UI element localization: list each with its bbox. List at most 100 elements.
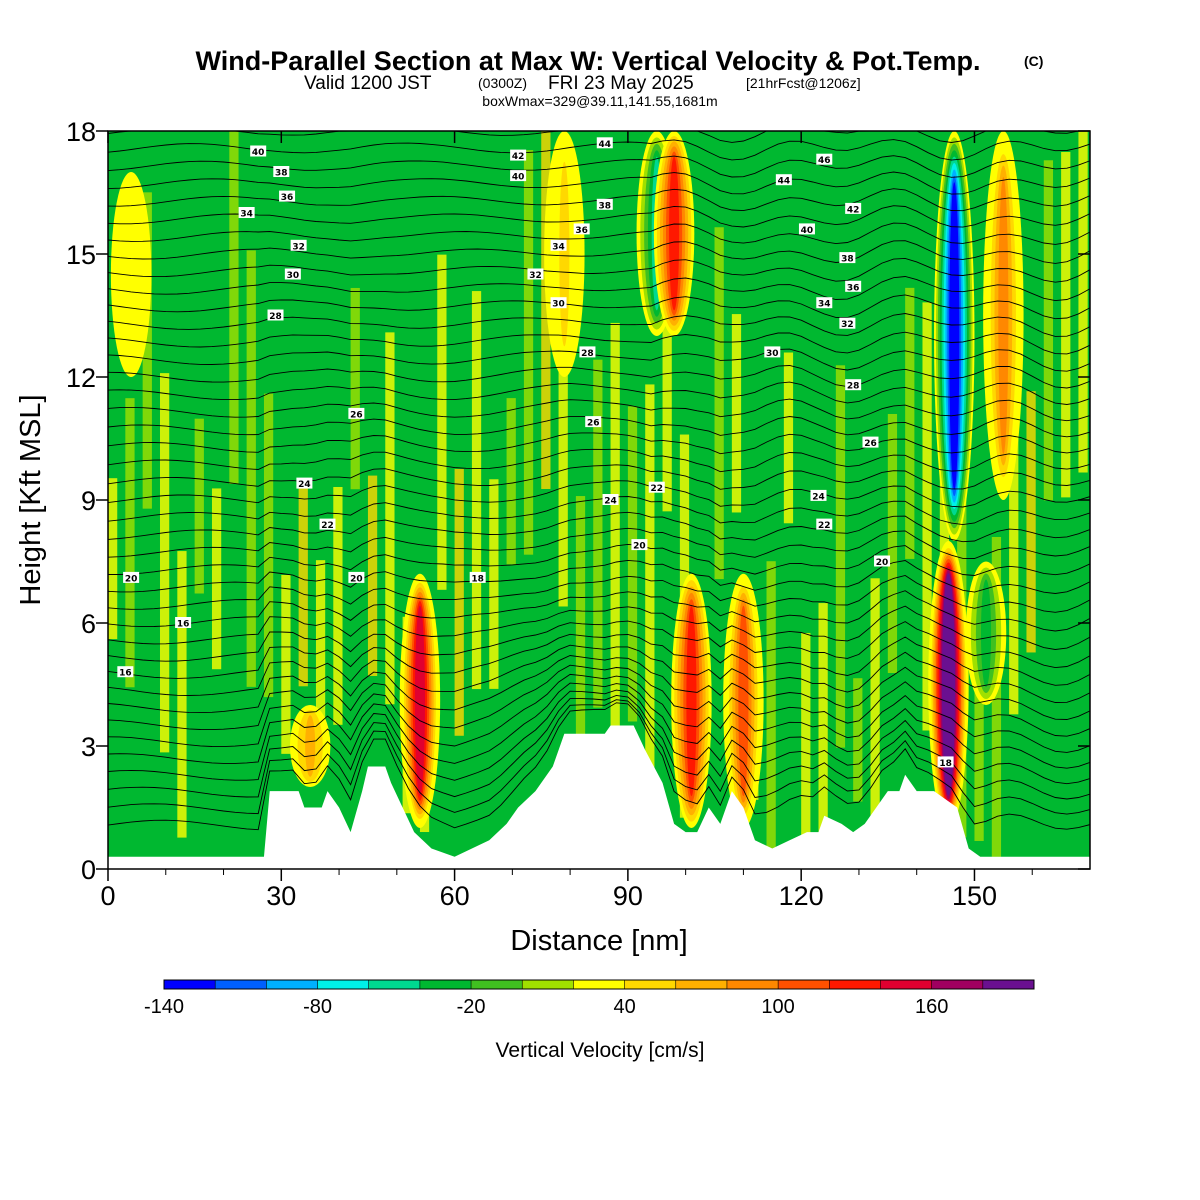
theta-label-text: 22	[818, 521, 831, 531]
theta-contour-label: 22	[319, 518, 336, 531]
theta-label-text: 36	[575, 226, 588, 236]
theta-label-bg	[816, 297, 833, 309]
theta-contour-line	[108, 664, 1090, 737]
theta-label-text: 44	[599, 140, 612, 150]
colorbar-swatch	[164, 980, 216, 989]
theta-label-text: 30	[552, 300, 565, 310]
theta-contour-label: 36	[573, 223, 590, 236]
theta-label-text: 20	[350, 574, 363, 584]
chart-title: Wind-Parallel Section at Max W: Vertical…	[196, 46, 981, 76]
colorbar-swatch	[675, 980, 728, 989]
theta-label-bg	[579, 346, 596, 358]
theta-contour-line	[108, 205, 1090, 228]
theta-label-text: 24	[604, 497, 617, 507]
theta-contour-label: 32	[839, 317, 856, 330]
theta-label-bg	[550, 297, 567, 309]
colorbar-label: Vertical Velocity [cm/s]	[496, 1039, 705, 1062]
theta-label-bg	[839, 252, 856, 264]
theta-contour-label: 30	[550, 297, 567, 310]
velocity-cell	[194, 418, 204, 594]
theta-label-text: 40	[252, 148, 265, 158]
theta-contours	[108, 131, 1090, 831]
theta-label-text: 34	[552, 242, 565, 252]
theta-contour-line	[108, 155, 1090, 178]
theta-label-text: 26	[350, 410, 363, 420]
theta-contour-label: 20	[348, 571, 365, 584]
velocity-cell	[905, 287, 915, 559]
theta-contour-line	[108, 381, 1090, 405]
velocity-plume	[686, 605, 697, 797]
x-tick-label: 60	[440, 881, 470, 911]
velocity-cell	[714, 227, 724, 580]
velocity-cell	[887, 413, 898, 674]
theta-label-text: 22	[321, 521, 334, 531]
velocity-cell	[991, 536, 1002, 857]
theta-contour-line	[108, 398, 1090, 422]
theta-label-text: 34	[240, 210, 253, 220]
colorbar-swatch	[215, 980, 267, 989]
subtitle-valid: Valid 1200 JST	[304, 73, 432, 94]
colorbar-tick-label: 100	[761, 996, 794, 1018]
theta-contour-line	[108, 590, 1090, 632]
velocity-cell	[558, 301, 568, 607]
theta-label-bg	[348, 571, 365, 583]
theta-contour-line	[108, 699, 1090, 815]
theta-label-text: 38	[841, 255, 854, 265]
colorbar-swatch	[931, 980, 984, 989]
theta-label-text: 22	[650, 484, 663, 494]
theta-contour-label: 24	[296, 477, 313, 490]
terrain-mask	[108, 725, 1090, 869]
velocity-cell	[125, 398, 135, 688]
theta-label-bg	[810, 489, 827, 501]
y-tick-label: 18	[66, 117, 96, 147]
colorbar-swatch	[471, 980, 523, 989]
theta-contour-label: 32	[290, 239, 307, 252]
theta-label-bg	[550, 239, 567, 251]
theta-contour-label: 22	[648, 481, 665, 494]
theta-contour-line	[108, 655, 1090, 720]
theta-label-text: 18	[471, 574, 484, 584]
velocity-cell	[541, 131, 551, 489]
velocity-cell	[454, 469, 464, 736]
theta-label-bg	[319, 518, 336, 530]
theta-label-text: 42	[847, 205, 860, 215]
subtitle-forecast: [21hrFcst@1206z]	[746, 75, 861, 91]
theta-label-text: 30	[766, 349, 779, 359]
theta-contour-line	[108, 331, 1090, 355]
velocity-cell	[229, 131, 239, 484]
colorbar-tick-label: 40	[613, 996, 635, 1018]
theta-label-bg	[279, 190, 296, 202]
theta-label-bg	[862, 436, 879, 448]
velocity-cell	[506, 398, 516, 565]
velocity-cell	[263, 393, 274, 698]
velocity-cell	[1009, 414, 1019, 715]
velocity-cell	[593, 359, 603, 708]
theta-contour-line	[108, 222, 1090, 245]
velocity-cell	[1061, 152, 1071, 498]
theta-label-bg	[816, 153, 833, 165]
theta-contour-line	[108, 682, 1090, 769]
chart-subtitle: Valid 1200 JST (0300Z) FRI 23 May 2025 […	[304, 73, 861, 94]
velocity-plume	[998, 177, 1009, 454]
theta-contour-label: 28	[267, 309, 284, 322]
velocity-cell	[315, 560, 326, 734]
theta-label-bg	[123, 571, 140, 583]
subtitle-date: FRI 23 May 2025	[548, 73, 694, 94]
theta-label-bg	[290, 239, 307, 251]
x-tick-label: 30	[266, 881, 296, 911]
theta-label-bg	[296, 477, 313, 489]
colorbar-swatch	[778, 980, 830, 989]
theta-label-text: 42	[512, 152, 525, 162]
velocity-cell	[974, 656, 984, 841]
theta-contour-line	[108, 527, 1090, 559]
theta-contour-label: 26	[348, 407, 365, 420]
velocity-cell	[853, 678, 863, 802]
y-tick-label: 9	[81, 486, 96, 516]
theta-label-text: 32	[529, 271, 542, 281]
theta-label-text: 46	[818, 156, 831, 166]
theta-contour-line	[108, 480, 1090, 508]
theta-contour-label: 38	[273, 166, 290, 179]
velocity-cell	[142, 192, 152, 509]
colorbar-frame	[163, 979, 1035, 990]
theta-label-bg	[775, 174, 792, 186]
